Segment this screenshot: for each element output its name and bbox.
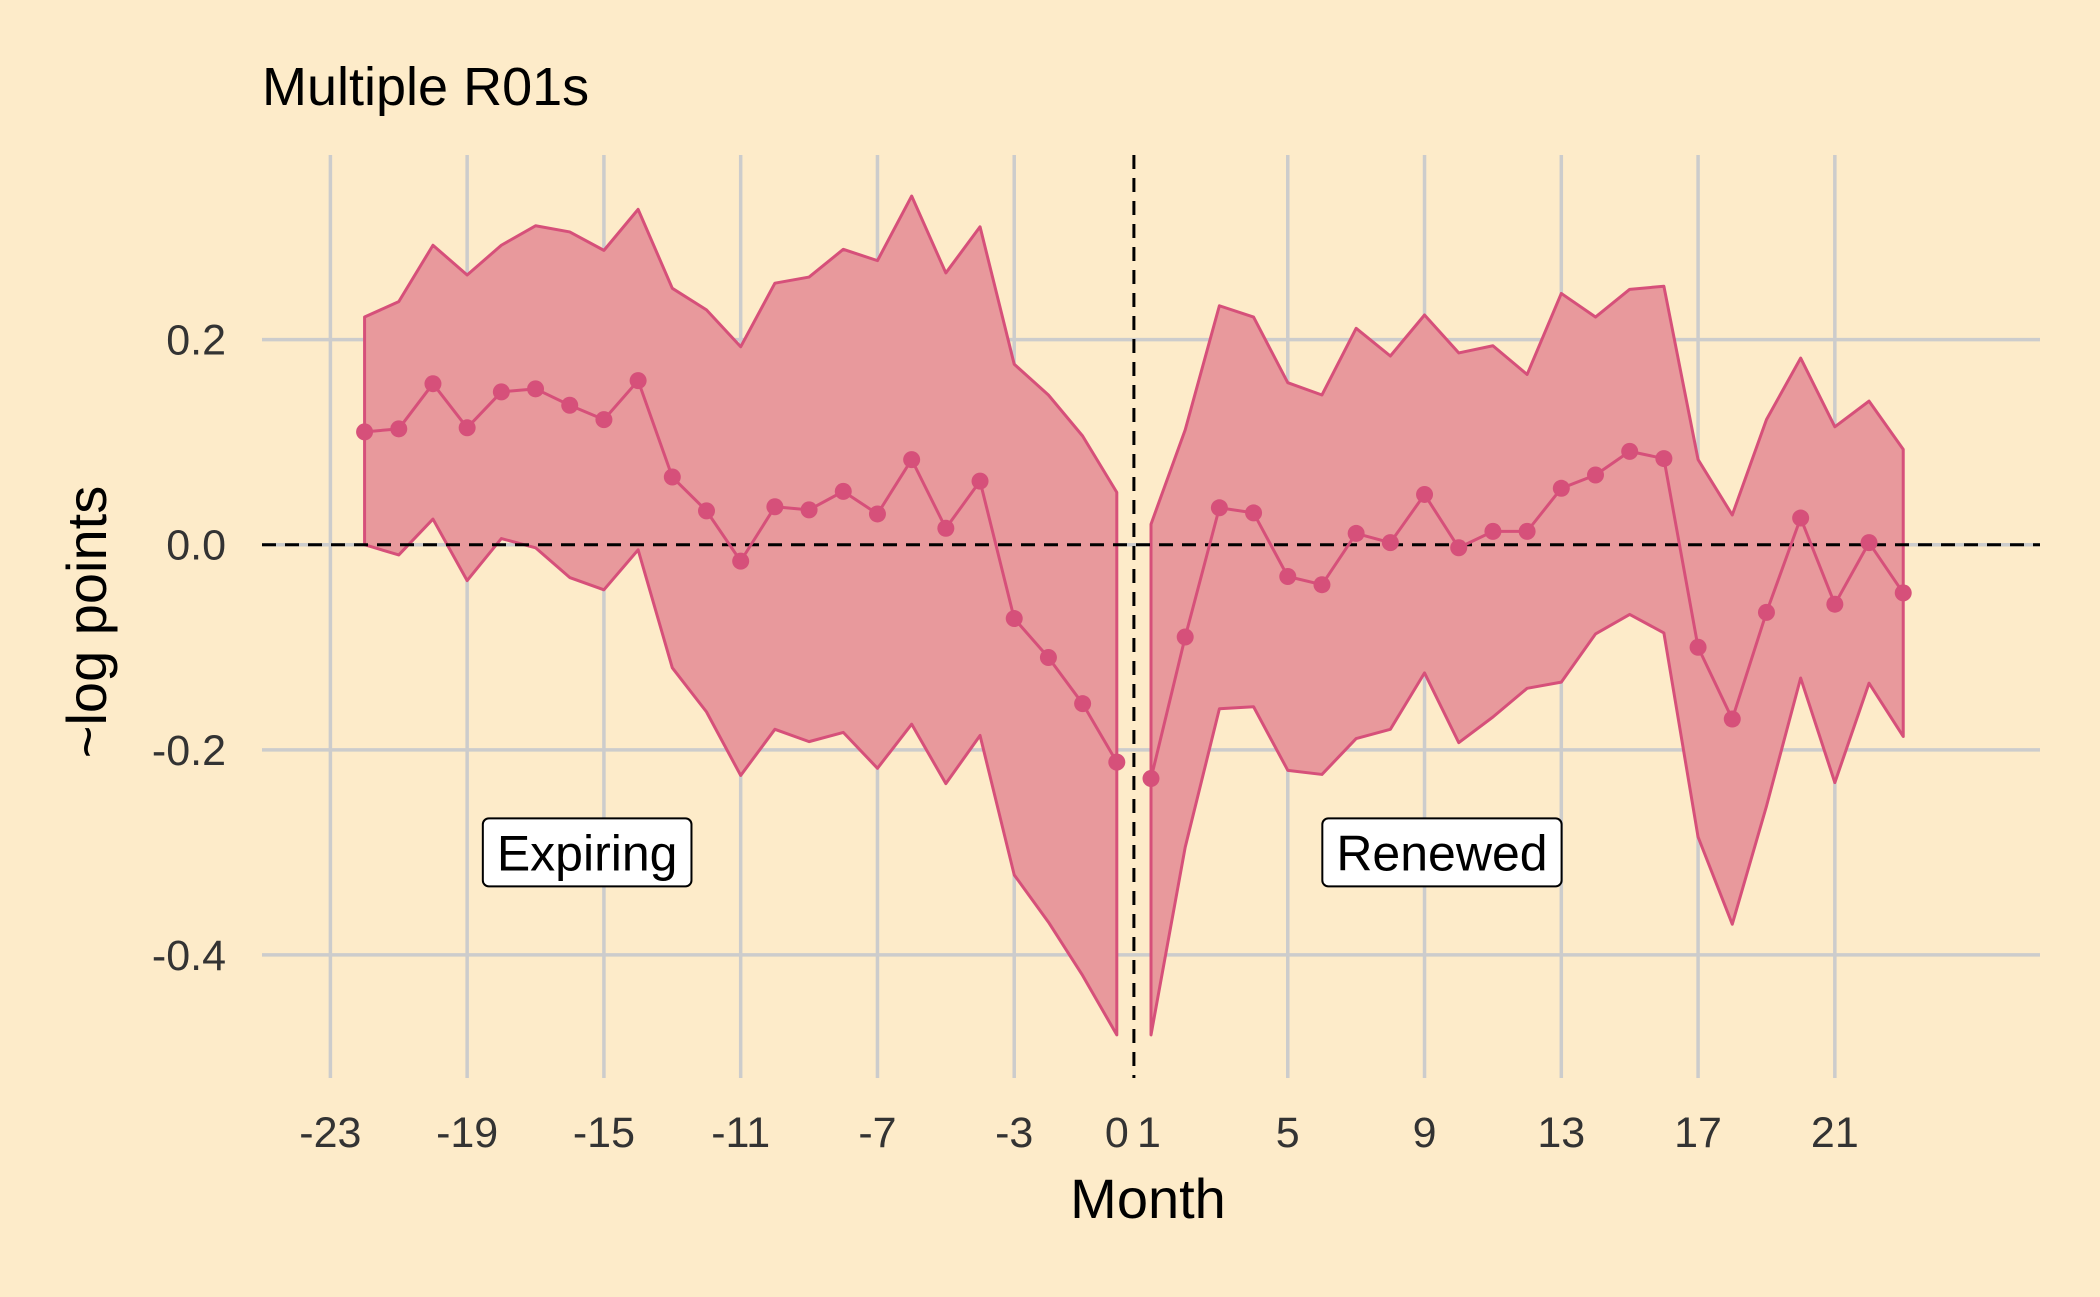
data-point: [1723, 710, 1741, 728]
data-point: [1416, 485, 1434, 503]
x-axis-title: Month: [1070, 1167, 1226, 1230]
tick-labels: -23 -19 -15 -11 -7 -3 0 1 5 9 13 17 21 0.2 0.0 -0.2 -0.4: [152, 317, 1859, 1157]
data-point: [1245, 504, 1263, 522]
data-point: [1210, 499, 1228, 517]
data-point: [732, 552, 750, 570]
data-point: [1621, 442, 1639, 460]
data-point: [1039, 649, 1057, 667]
x-tick-label: 17: [1674, 1109, 1722, 1157]
data-point: [1279, 568, 1297, 586]
data-point: [903, 451, 921, 469]
x-tick-label: -3: [995, 1109, 1033, 1157]
x-tick-label: -19: [436, 1109, 498, 1157]
x-tick-label: -11: [711, 1109, 770, 1157]
data-point: [1484, 522, 1502, 540]
y-tick-label: -0.4: [152, 932, 226, 980]
reference-lines: [262, 155, 2040, 1078]
data-point: [424, 375, 442, 393]
data-point: [1552, 479, 1570, 497]
data-point: [1655, 450, 1673, 468]
annotations: Expiring Renewed: [481, 817, 1563, 888]
estimate-points: [356, 372, 1912, 788]
y-tick-label: 0.2: [166, 317, 226, 365]
confidence-band-renewed: [1149, 284, 1905, 1037]
data-point: [1005, 610, 1023, 628]
data-point: [1757, 603, 1775, 621]
data-point: [1792, 509, 1810, 527]
data-point: [595, 411, 613, 429]
x-tick-label: 0: [1105, 1109, 1129, 1157]
x-tick-label: 5: [1276, 1109, 1300, 1157]
x-tick-label: 21: [1811, 1109, 1859, 1157]
data-point: [1176, 628, 1194, 646]
data-point: [834, 482, 852, 500]
x-tick-label: -15: [573, 1109, 635, 1157]
x-tick-label: 13: [1537, 1109, 1585, 1157]
data-point: [1860, 534, 1878, 552]
confidence-bands: [363, 194, 1905, 1037]
data-point: [766, 498, 784, 516]
annotation-label: Expiring: [497, 825, 678, 881]
data-point: [458, 419, 476, 437]
confidence-band-expiring: [363, 194, 1119, 1037]
data-point: [1826, 595, 1844, 613]
data-point: [868, 505, 886, 523]
data-point: [971, 472, 989, 490]
data-point: [1074, 695, 1092, 713]
data-point: [1894, 584, 1912, 602]
chart-title: Multiple R01s: [262, 57, 589, 117]
x-tick-label: -23: [299, 1109, 361, 1157]
data-point: [1313, 576, 1331, 594]
data-point: [1587, 466, 1604, 484]
data-point: [1142, 770, 1160, 788]
x-tick-label: 1: [1137, 1109, 1161, 1157]
data-point: [1518, 522, 1536, 540]
y-axis-title: ~log points: [55, 486, 118, 758]
data-point: [698, 502, 715, 520]
data-point: [1347, 524, 1365, 542]
x-tick-label: -7: [858, 1109, 896, 1157]
y-tick-label: 0.0: [166, 522, 226, 570]
x-tick-label: 9: [1413, 1109, 1437, 1157]
annotation-box: [1321, 817, 1563, 888]
data-point: [492, 383, 510, 401]
data-point: [1450, 539, 1468, 557]
data-point: [561, 396, 579, 414]
data-point: [800, 501, 818, 519]
annotation-box: [481, 817, 693, 888]
annotation-label: Renewed: [1336, 825, 1547, 881]
data-point: [1689, 638, 1707, 656]
data-point: [937, 519, 955, 537]
data-point: [390, 420, 408, 438]
data-point: [527, 380, 545, 398]
data-point: [629, 372, 647, 390]
y-tick-label: -0.2: [152, 727, 226, 775]
data-point: [1108, 753, 1126, 771]
data-point: [663, 468, 681, 486]
data-point: [1381, 534, 1399, 552]
data-point: [356, 423, 374, 441]
